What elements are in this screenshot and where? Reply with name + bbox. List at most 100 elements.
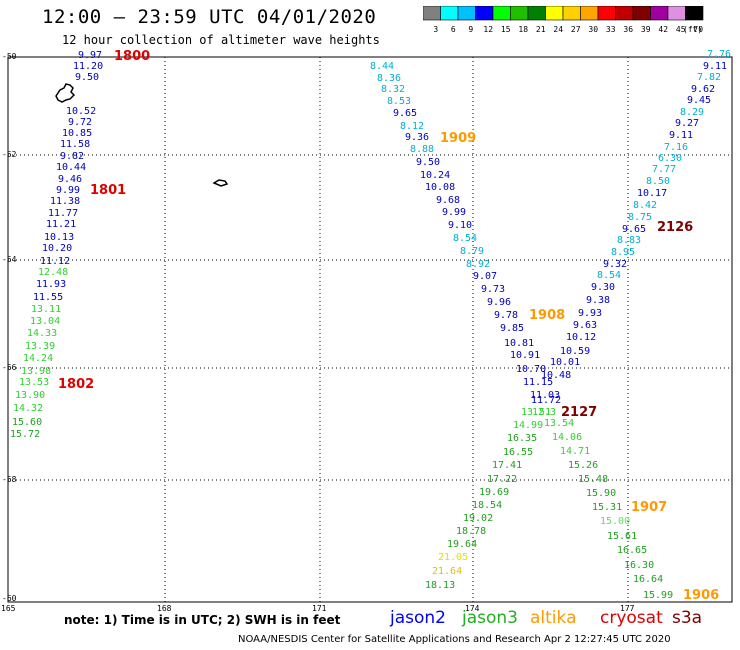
- wave-height-value: 11.21: [46, 219, 77, 230]
- wave-height-value: 8.75: [628, 212, 653, 223]
- wave-height-value: 9.11: [669, 130, 694, 141]
- wave-height-value: 8.88: [410, 144, 435, 155]
- credits-footer: NOAA/NESDIS Center for Satellite Applica…: [238, 634, 671, 645]
- wave-height-value: 9.50: [416, 157, 441, 168]
- lon-label: 171: [312, 604, 327, 613]
- wave-height-value: 11.12: [40, 256, 71, 267]
- pass-time-label: 1801: [90, 183, 127, 198]
- wave-height-value: 13.39: [25, 341, 56, 352]
- wave-height-value: 10.52: [66, 106, 97, 117]
- wave-height-color-legend: 3 6 9 12 15 18 21 24 27 30 33 36 39 42 45 70(ft): [423, 6, 704, 34]
- wave-height-value: 9.99: [56, 185, 81, 196]
- wave-height-value: 15.31: [592, 502, 623, 513]
- legend-swatch: [685, 6, 704, 21]
- wave-height-value: 14.99: [513, 420, 544, 431]
- wave-height-value: 7.82: [697, 72, 722, 83]
- wave-height-value: 14.71: [560, 446, 591, 457]
- pass-time-label: 1802: [58, 377, 95, 392]
- wave-height-value: 18.54: [472, 500, 503, 511]
- wave-height-value: 21.64: [432, 566, 463, 577]
- wave-height-value: 14.06: [552, 432, 583, 443]
- legend-tick-label: 18: [518, 25, 528, 34]
- wave-height-value: 10.12: [566, 332, 597, 343]
- pass-time-label: 1906: [683, 588, 720, 603]
- wave-height-value: 16.65: [617, 545, 648, 556]
- page-title: 12:00 – 23:59 UTC 04/01/2020: [42, 6, 377, 28]
- legend-tick-label: 39: [641, 25, 651, 34]
- wave-height-value: 13.04: [30, 316, 61, 327]
- campbell-island-shape: [212, 179, 229, 187]
- wave-height-value: 17.22: [487, 474, 518, 485]
- wave-height-value: 9.38: [586, 295, 611, 306]
- satellite-legend-item: jason2: [390, 608, 446, 628]
- wave-height-value: 9.97: [78, 50, 103, 61]
- wave-height-value: 12.48: [38, 267, 69, 278]
- legend-tick-label: 15: [501, 25, 511, 34]
- map-border: [7, 56, 733, 603]
- wave-height-value: 10.17: [637, 188, 668, 199]
- wave-height-value: 8.12: [400, 121, 425, 132]
- lat-label: -54: [2, 255, 17, 264]
- wave-height-value: 11.93: [36, 279, 67, 290]
- wave-height-value: 10.81: [504, 338, 535, 349]
- wave-height-value: 9.65: [622, 224, 647, 235]
- pass-time-label: 1909: [440, 131, 477, 146]
- wave-height-value: 11.38: [50, 196, 81, 207]
- wave-height-value: 10.24: [420, 170, 451, 181]
- wave-height-value: 9.85: [500, 323, 525, 334]
- wave-height-value: 13.90: [15, 390, 46, 401]
- satellite-legend-item: s3a: [672, 608, 703, 628]
- wave-height-value: 15.99: [643, 590, 674, 601]
- legend-tick-label: 24: [553, 25, 563, 34]
- wave-height-value: 14.24: [23, 353, 54, 364]
- wave-height-value: 8.54: [597, 270, 622, 281]
- pass-time-label: 2126: [657, 220, 694, 235]
- footnote: note: 1) Time is in UTC; 2) SWH is in fe…: [64, 613, 341, 627]
- wave-height-value: 9.36: [405, 132, 430, 143]
- wave-height-value: 9.99: [442, 207, 467, 218]
- wave-height-value: 11.55: [33, 292, 64, 303]
- legend-tick-label: 36: [623, 25, 633, 34]
- legend-tick-label: 3: [433, 25, 438, 34]
- wave-height-value: 8.42: [633, 200, 658, 211]
- wave-height-value: 10.13: [44, 232, 75, 243]
- satellite-legend-item: altika: [530, 608, 577, 628]
- legend-tick-label: 9: [468, 25, 473, 34]
- wave-height-value: 9.07: [473, 271, 498, 282]
- wave-height-value: 15.00: [600, 516, 631, 527]
- lon-label: 177: [620, 604, 635, 613]
- legend-tick-label: 6: [451, 25, 456, 34]
- wave-height-value: 13.11: [31, 304, 62, 315]
- wave-height-value: 19.02: [463, 513, 494, 524]
- wave-height-value: 8.95: [611, 247, 636, 258]
- auckland-islands-shape: [55, 83, 76, 103]
- wave-height-value: 9.72: [68, 117, 93, 128]
- wave-height-value: 18.78: [456, 526, 487, 537]
- lat-label: -52: [2, 150, 17, 159]
- wave-height-value: 15.26: [568, 460, 599, 471]
- wave-height-value: 17.41: [492, 460, 523, 471]
- lat-label: -58: [2, 475, 17, 484]
- wave-height-value: 10.59: [560, 346, 591, 357]
- wave-height-value: 9.78: [494, 310, 519, 321]
- wave-height-value: 16.35: [507, 433, 538, 444]
- wave-height-value: 8.54: [453, 233, 478, 244]
- wave-height-value: 13.51: [521, 407, 552, 418]
- wave-height-value: 11.77: [48, 208, 79, 219]
- wave-height-value: 9.93: [578, 308, 603, 319]
- wave-height-value: 9.68: [436, 195, 461, 206]
- lon-label: 165: [1, 604, 16, 613]
- wave-height-value: 8.36: [377, 73, 402, 84]
- wave-height-value: 9.10: [448, 220, 473, 231]
- wave-height-value: 16.64: [633, 574, 664, 585]
- wave-height-value: 11.03: [530, 390, 561, 401]
- wave-height-value: 16.30: [624, 560, 655, 571]
- legend-tick-label: 21: [536, 25, 546, 34]
- wave-height-value: 8.32: [381, 84, 406, 95]
- wave-height-value: 14.32: [13, 403, 44, 414]
- wave-height-value: 18.13: [425, 580, 456, 591]
- wave-height-value: 13.53: [19, 377, 50, 388]
- wave-height-value: 9.11: [703, 61, 728, 72]
